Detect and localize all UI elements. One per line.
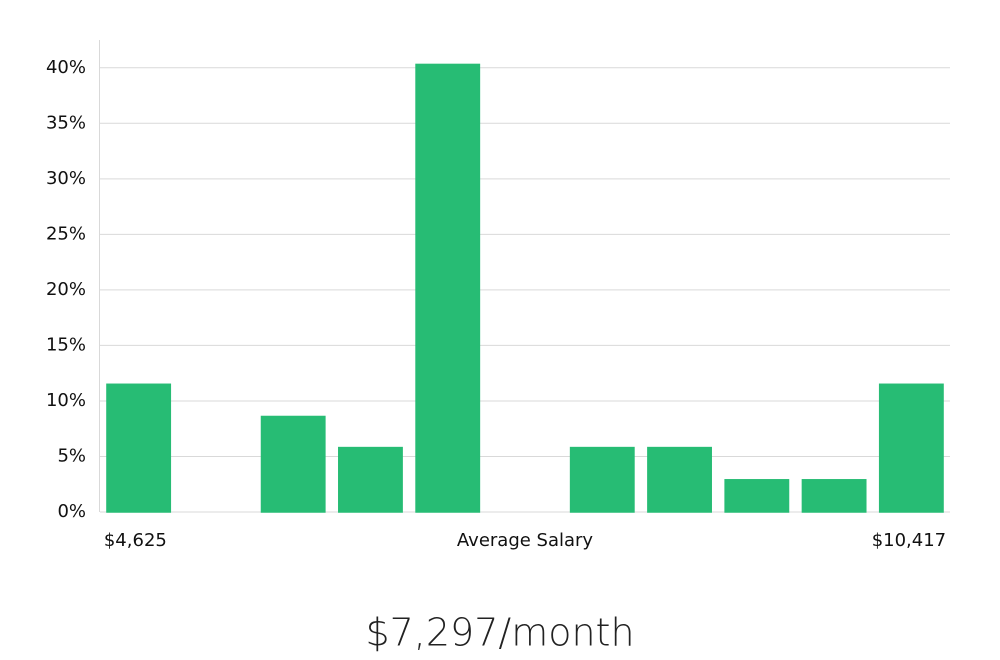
bar xyxy=(801,479,867,513)
bar xyxy=(338,446,403,513)
bar xyxy=(106,383,172,513)
y-tick-label: 25% xyxy=(46,223,86,244)
bar xyxy=(878,383,944,513)
y-tick-label: 35% xyxy=(46,112,86,133)
y-tick-label: 40% xyxy=(46,57,86,78)
bar xyxy=(260,415,326,513)
bar xyxy=(415,63,481,513)
y-tick-label: 15% xyxy=(46,334,86,355)
y-tick-label: 5% xyxy=(57,445,86,466)
bar xyxy=(647,446,712,513)
x-axis-label: Average Salary xyxy=(457,530,594,551)
y-tick-label: 0% xyxy=(57,501,86,522)
y-tick-label: 30% xyxy=(46,168,86,189)
subtitle: $7,297/month xyxy=(365,611,634,655)
x-tick-label: $10,417 xyxy=(872,530,946,551)
y-tick-label: 10% xyxy=(46,390,86,411)
bar xyxy=(724,479,790,513)
bar xyxy=(569,446,635,513)
y-tick-label: 20% xyxy=(46,279,86,300)
x-tick-label: $4,625 xyxy=(104,530,167,551)
